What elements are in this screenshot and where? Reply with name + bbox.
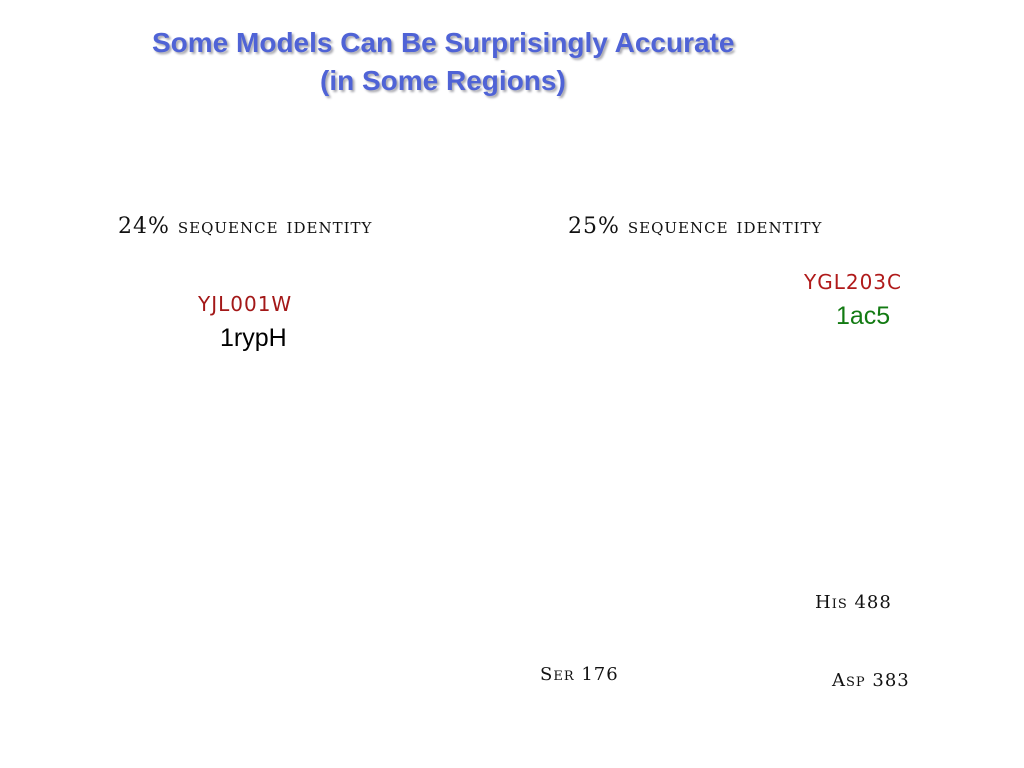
left-pdb-id-label: 1rypH [220, 324, 287, 352]
slide-title-line-2: (in Some Regions) [320, 65, 566, 96]
his-residue-label: His 488 [815, 592, 892, 613]
right-sequence-identity-label: 25% sequence identity [568, 214, 823, 239]
left-sequence-identity-label: 24% sequence identity [118, 214, 373, 239]
right-yeast-orf-label: YGL203C [804, 270, 902, 294]
slide-title-line-1: Some Models Can Be Surprisingly Accurate [152, 27, 735, 58]
asp-residue-label: Asp 383 [832, 670, 910, 691]
ser-residue-label: Ser 176 [540, 664, 619, 685]
right-pdb-id-label: 1ac5 [836, 302, 891, 330]
left-yeast-orf-label: YJL001W [198, 292, 293, 316]
